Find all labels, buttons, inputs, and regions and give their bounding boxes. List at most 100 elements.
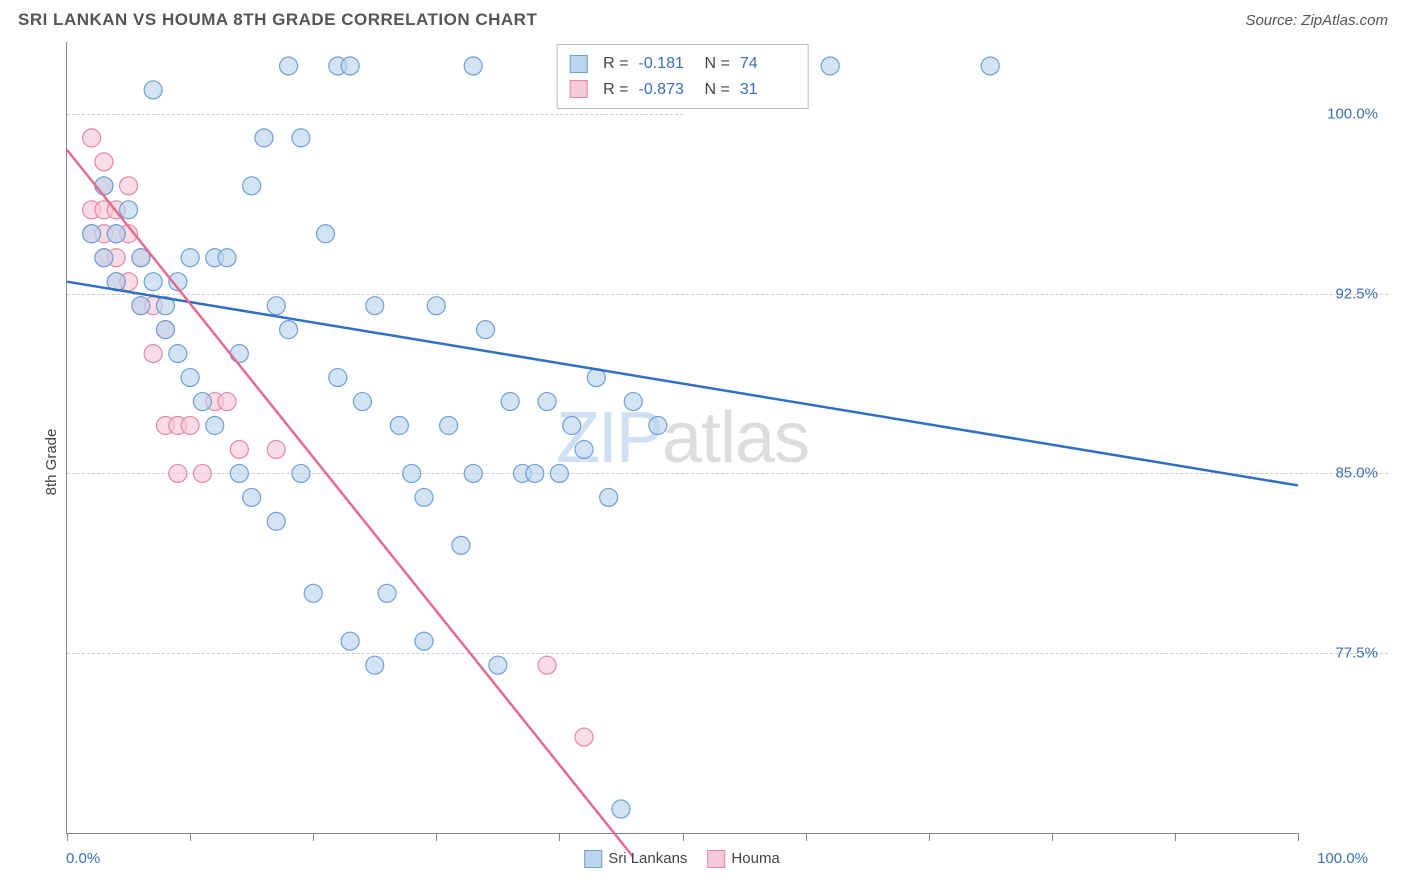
n-value-1: 74 <box>740 51 796 77</box>
data-point <box>415 632 433 650</box>
data-point <box>464 57 482 75</box>
data-point <box>132 297 150 315</box>
y-tick-label: 92.5% <box>1335 285 1378 302</box>
regression-line <box>67 150 633 857</box>
x-tick <box>67 833 68 841</box>
data-point <box>107 225 125 243</box>
data-point <box>83 129 101 147</box>
data-point <box>403 464 421 482</box>
data-point <box>366 656 384 674</box>
data-point <box>390 417 408 435</box>
source-attribution: Source: ZipAtlas.com <box>1245 12 1388 29</box>
x-tick <box>1298 833 1299 841</box>
data-point <box>575 728 593 746</box>
plot-area: ZIPatlas R = -0.181 N = 74 R = -0.873 N … <box>66 42 1298 834</box>
y-tick-label: 85.0% <box>1335 465 1378 482</box>
y-axis-label: 8th Grade <box>43 429 60 496</box>
data-point <box>144 81 162 99</box>
scatter-plot-svg <box>67 42 1298 833</box>
data-point <box>489 656 507 674</box>
data-point <box>292 464 310 482</box>
data-point <box>575 440 593 458</box>
data-point <box>230 345 248 363</box>
data-point <box>181 249 199 267</box>
data-point <box>563 417 581 435</box>
data-point <box>538 393 556 411</box>
data-point <box>612 800 630 818</box>
n-label: N = <box>705 51 730 77</box>
legend-item-1: Sri Lankans <box>584 850 687 868</box>
series-swatch-blue <box>569 55 587 73</box>
data-point <box>329 369 347 387</box>
x-axis-labels: 0.0% Sri Lankans Houma 100.0% <box>66 850 1298 870</box>
chart-title: SRI LANKAN VS HOUMA 8TH GRADE CORRELATIO… <box>18 10 537 30</box>
series-legend: Sri Lankans Houma <box>584 850 780 868</box>
regression-line <box>67 282 1298 486</box>
r-label: R = <box>603 51 628 77</box>
r-label: R = <box>603 77 628 103</box>
x-min-label: 0.0% <box>66 850 100 867</box>
data-point <box>341 57 359 75</box>
data-point <box>218 249 236 267</box>
data-point <box>95 249 113 267</box>
data-point <box>280 321 298 339</box>
legend-swatch-pink <box>707 850 725 868</box>
legend-item-2: Houma <box>707 850 779 868</box>
data-point <box>353 393 371 411</box>
data-point <box>538 656 556 674</box>
n-label: N = <box>705 77 730 103</box>
x-tick <box>436 833 437 841</box>
x-tick <box>559 833 560 841</box>
data-point <box>378 584 396 602</box>
data-point <box>981 57 999 75</box>
y-tick-label: 77.5% <box>1335 645 1378 662</box>
data-point <box>526 464 544 482</box>
data-point <box>181 417 199 435</box>
data-point <box>452 536 470 554</box>
data-point <box>243 177 261 195</box>
data-point <box>120 177 138 195</box>
series-swatch-pink <box>569 80 587 98</box>
data-point <box>440 417 458 435</box>
x-tick <box>1175 833 1176 841</box>
correlation-row-2: R = -0.873 N = 31 <box>569 77 796 103</box>
data-point <box>243 488 261 506</box>
data-point <box>255 129 273 147</box>
chart-container: 8th Grade ZIPatlas R = -0.181 N = 74 R =… <box>18 42 1388 882</box>
x-max-label: 100.0% <box>1317 850 1368 867</box>
r-value-2: -0.873 <box>639 77 695 103</box>
data-point <box>169 345 187 363</box>
x-tick <box>190 833 191 841</box>
legend-swatch-blue <box>584 850 602 868</box>
data-point <box>624 393 642 411</box>
data-point <box>83 225 101 243</box>
x-tick <box>929 833 930 841</box>
data-point <box>821 57 839 75</box>
data-point <box>95 177 113 195</box>
data-point <box>600 488 618 506</box>
data-point <box>193 464 211 482</box>
data-point <box>193 393 211 411</box>
data-point <box>427 297 445 315</box>
data-point <box>501 393 519 411</box>
data-point <box>144 273 162 291</box>
r-value-1: -0.181 <box>639 51 695 77</box>
data-point <box>280 57 298 75</box>
correlation-row-1: R = -0.181 N = 74 <box>569 51 796 77</box>
x-tick <box>806 833 807 841</box>
data-point <box>144 345 162 363</box>
data-point <box>120 201 138 219</box>
data-point <box>550 464 568 482</box>
n-value-2: 31 <box>740 77 796 103</box>
data-point <box>230 440 248 458</box>
data-point <box>230 464 248 482</box>
data-point <box>169 464 187 482</box>
x-tick <box>683 833 684 841</box>
data-point <box>366 297 384 315</box>
correlation-legend: R = -0.181 N = 74 R = -0.873 N = 31 <box>556 44 809 109</box>
data-point <box>95 153 113 171</box>
data-point <box>267 440 285 458</box>
legend-label-2: Houma <box>731 850 779 867</box>
data-point <box>304 584 322 602</box>
data-point <box>292 129 310 147</box>
